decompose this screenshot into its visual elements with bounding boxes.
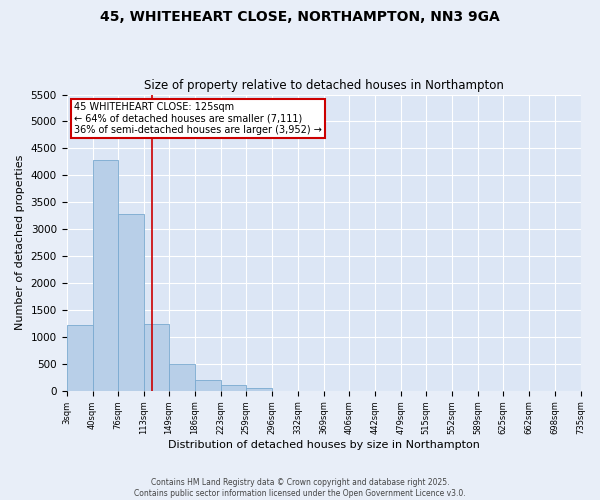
Bar: [169, 364, 195, 391]
Y-axis label: Number of detached properties: Number of detached properties: [15, 155, 25, 330]
Bar: [195, 380, 221, 391]
Text: 45 WHITEHEART CLOSE: 125sqm
← 64% of detached houses are smaller (7,111)
36% of : 45 WHITEHEART CLOSE: 125sqm ← 64% of det…: [74, 102, 322, 135]
Bar: [221, 386, 246, 391]
Text: Contains HM Land Registry data © Crown copyright and database right 2025.
Contai: Contains HM Land Registry data © Crown c…: [134, 478, 466, 498]
X-axis label: Distribution of detached houses by size in Northampton: Distribution of detached houses by size …: [167, 440, 479, 450]
Title: Size of property relative to detached houses in Northampton: Size of property relative to detached ho…: [143, 79, 503, 92]
Bar: [246, 388, 272, 391]
Text: 45, WHITEHEART CLOSE, NORTHAMPTON, NN3 9GA: 45, WHITEHEART CLOSE, NORTHAMPTON, NN3 9…: [100, 10, 500, 24]
Bar: [67, 325, 92, 391]
Bar: [92, 160, 118, 391]
Bar: [144, 324, 169, 391]
Bar: [118, 214, 144, 391]
